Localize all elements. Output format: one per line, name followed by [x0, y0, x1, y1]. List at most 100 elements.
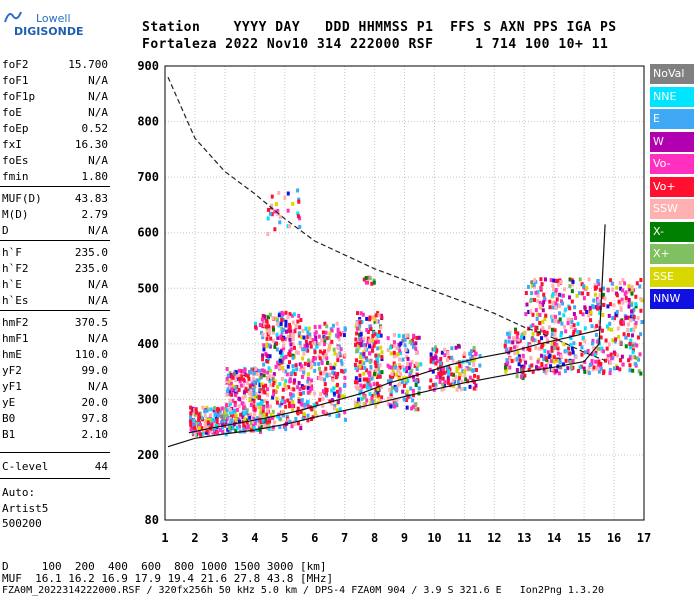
echo-pixel — [583, 369, 587, 374]
echo-pixel — [276, 384, 280, 389]
echo-pixel — [628, 356, 632, 361]
echo-pixel — [572, 312, 576, 317]
plot-frame — [164, 65, 645, 521]
echo-pixel — [368, 315, 372, 320]
echo-pixel — [554, 342, 558, 347]
echo-pixel — [534, 290, 538, 295]
echo-pixel — [221, 425, 225, 430]
param-row: yF1 N/A — [2, 380, 108, 396]
echo-pixel — [514, 357, 518, 362]
echo-pixel — [266, 370, 270, 375]
echo-pixel — [215, 411, 219, 416]
echo-pixel — [634, 304, 638, 309]
echo-pixel — [597, 369, 601, 374]
echo-pixel — [548, 353, 552, 358]
echo-pixel — [533, 297, 537, 302]
echo-pixel — [451, 358, 455, 363]
echo-pixel — [271, 383, 275, 388]
echo-pixel — [360, 396, 364, 401]
echo-pixel — [224, 432, 228, 437]
echo-pixel — [292, 387, 296, 392]
echo-pixel — [359, 352, 363, 357]
echo-pixel — [289, 329, 293, 334]
echo-pixel — [226, 373, 230, 378]
echo-pixel — [529, 298, 533, 303]
echo-pixel — [269, 382, 273, 387]
echo-pixel — [553, 346, 557, 351]
echo-pixel — [529, 324, 533, 329]
echo-pixel — [538, 304, 542, 309]
echo-pixel — [568, 284, 572, 289]
echo-pixel — [288, 337, 292, 342]
echo-pixel — [291, 313, 295, 318]
echo-pixel — [616, 326, 620, 331]
echo-pixel — [597, 282, 601, 287]
echo-pixel — [273, 420, 277, 425]
echo-pixel — [234, 417, 238, 422]
echo-pixel — [627, 284, 631, 289]
echo-pixel — [571, 282, 575, 287]
echo-pixel — [551, 283, 555, 288]
echo-pixel — [447, 355, 451, 360]
echo-pixel — [402, 334, 406, 339]
echo-pixel — [536, 359, 540, 364]
echo-pixel — [404, 398, 408, 403]
echo-pixel — [597, 319, 601, 324]
digisonde-logo: Lowell DIGISONDE — [4, 10, 83, 44]
echo-pixel — [291, 400, 295, 405]
echo-pixel — [593, 292, 597, 297]
echo-pixel — [286, 364, 290, 369]
echo-pixel — [599, 362, 603, 367]
echo-pixel — [280, 365, 284, 370]
echo-pixel — [582, 284, 586, 289]
legend-item-sse: SSE — [650, 266, 694, 287]
echo-pixel — [318, 397, 322, 402]
echo-pixel — [358, 364, 362, 369]
echo-pixel — [620, 297, 624, 302]
echo-pixel — [283, 382, 287, 387]
echo-pixel — [542, 357, 546, 362]
echo-pixel — [454, 345, 458, 350]
echo-pixel — [571, 279, 575, 284]
echo-pixel — [613, 352, 617, 357]
param-value: 370.5 — [74, 316, 108, 329]
echo-pixel — [531, 312, 535, 317]
echo-pixel — [201, 405, 205, 410]
param-row: B1 2.10 — [2, 428, 108, 444]
echo-pixel — [197, 412, 201, 417]
echo-pixel — [612, 316, 616, 321]
echo-pixel — [338, 407, 342, 412]
logo-line2: DIGISONDE — [14, 25, 84, 38]
echo-pixel — [303, 343, 307, 348]
echo-pixel — [306, 413, 310, 418]
echo-pixel — [245, 420, 249, 425]
echo-pixel — [576, 321, 580, 326]
x-tick-label: 10 — [427, 531, 441, 545]
muf-row: MUF 16.1 16.2 16.9 17.9 19.4 21.6 27.8 4… — [2, 572, 334, 585]
echo-pixel — [375, 381, 379, 386]
echo-pixel — [408, 374, 412, 379]
echo-pixel — [568, 295, 572, 300]
echo-pixel — [474, 352, 478, 357]
echo-pixel — [359, 343, 363, 348]
echo-pixel — [268, 211, 272, 216]
echo-pixel — [343, 383, 347, 388]
echo-pixel — [517, 354, 521, 359]
echo-pixel — [560, 293, 564, 298]
echo-pixel — [281, 396, 285, 401]
echo-pixel — [537, 357, 541, 362]
echo-pixel — [337, 337, 341, 342]
echo-pixel — [336, 400, 340, 405]
echo-pixel — [468, 351, 472, 356]
echo-pixel — [454, 374, 458, 379]
echo-pixel — [597, 360, 601, 365]
echo-pixel — [355, 380, 359, 385]
echo-pixel — [408, 339, 412, 344]
echo-pixel — [604, 338, 608, 343]
echo-pixel — [412, 393, 416, 398]
echo-pixel — [530, 284, 534, 289]
echo-pixel — [375, 335, 379, 340]
echo-pixel — [313, 350, 317, 355]
echo-pixel — [241, 395, 245, 400]
